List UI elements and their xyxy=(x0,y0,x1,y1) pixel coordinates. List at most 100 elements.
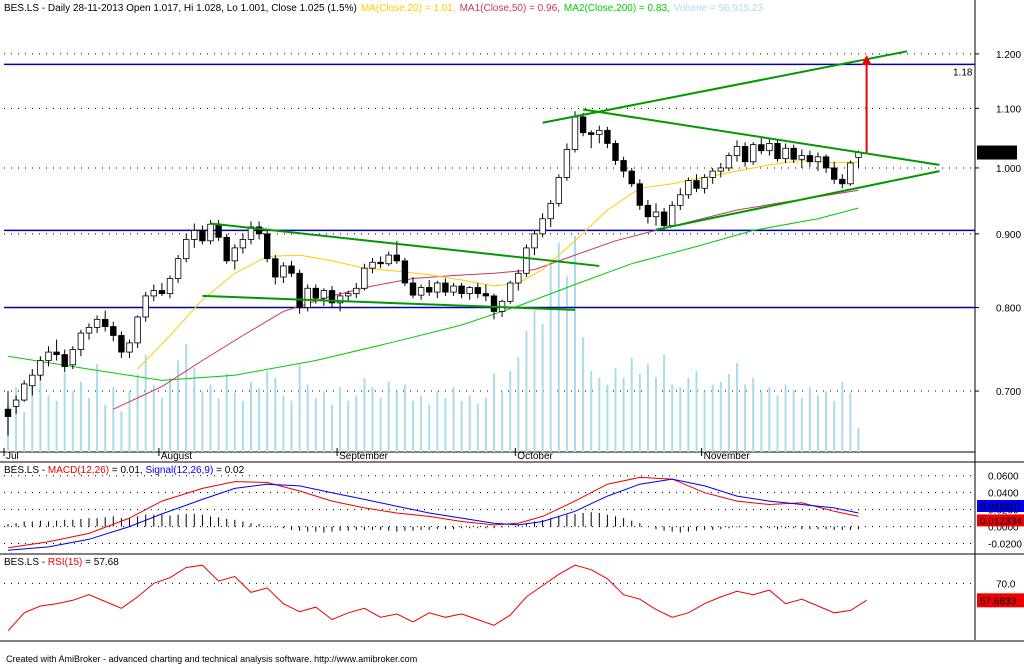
macd-pane-title: BES.LS - MACD(12,26) = 0.01, Signal(12,2… xyxy=(4,465,245,476)
candlestick xyxy=(158,282,166,296)
candlestick xyxy=(93,315,101,334)
candle-body xyxy=(839,178,846,185)
candlestick xyxy=(839,174,846,189)
price-tick-label: 0.700 xyxy=(996,387,1021,398)
candle-body xyxy=(409,282,417,296)
candle-body xyxy=(288,265,295,274)
candlestick xyxy=(442,278,449,296)
candle-body xyxy=(515,272,522,284)
candlestick xyxy=(466,286,473,300)
candle-body xyxy=(12,399,20,407)
candlestick xyxy=(199,225,206,245)
candlestick xyxy=(239,233,247,254)
candlestick xyxy=(255,221,263,240)
candlestick xyxy=(741,142,749,167)
candle-body xyxy=(685,180,692,196)
candle-body xyxy=(110,326,117,336)
candlestick xyxy=(766,138,773,156)
candlestick xyxy=(45,346,52,367)
candle-body xyxy=(85,326,93,334)
candlestick xyxy=(506,280,514,304)
candle-body xyxy=(102,318,109,327)
last-close-box xyxy=(977,145,1017,160)
candle-body xyxy=(774,143,781,160)
candle-body xyxy=(782,147,789,160)
candle-body xyxy=(158,290,166,295)
candlestick xyxy=(142,292,149,322)
candlestick xyxy=(361,263,368,291)
candlestick xyxy=(77,329,85,357)
candle-body xyxy=(312,287,319,299)
macd-title-part: = 0.02 xyxy=(213,465,244,476)
header-ma1-label: MA1(Close,50) = 0.96, xyxy=(460,3,560,14)
candle-body xyxy=(61,354,68,367)
candlestick xyxy=(12,395,20,414)
candlestick xyxy=(450,282,457,296)
candlestick xyxy=(579,112,587,137)
candlestick xyxy=(515,269,522,291)
candlestick xyxy=(523,244,530,278)
macd-title-part: BES.LS - xyxy=(4,465,48,476)
signal-value-label: 0.016107 xyxy=(980,502,1022,513)
candlestick xyxy=(588,130,595,149)
candle-body xyxy=(263,233,271,260)
candlestick xyxy=(474,282,481,299)
candle-body xyxy=(596,129,603,135)
candlestick xyxy=(693,174,700,193)
candlestick xyxy=(247,221,255,245)
candlestick xyxy=(806,150,814,167)
macd-series-line xyxy=(7,476,859,549)
level-label: 1.18 xyxy=(953,67,973,78)
signal-value-box xyxy=(977,500,1024,513)
price-tick-label: 0.900 xyxy=(996,230,1021,241)
candlestick xyxy=(272,255,279,285)
candle-body xyxy=(150,290,157,297)
candlestick xyxy=(263,230,271,263)
candle-body xyxy=(725,155,733,169)
candlestick xyxy=(847,160,854,186)
candle-body xyxy=(474,287,481,295)
candlestick xyxy=(353,282,360,299)
candle-body xyxy=(344,293,352,297)
candlestick xyxy=(612,140,619,165)
candlestick xyxy=(814,152,822,172)
candlestick xyxy=(458,282,465,299)
footer-credit: Created with AmiBroker - advanced charti… xyxy=(6,654,418,664)
candlestick xyxy=(685,177,692,199)
candlestick xyxy=(102,310,109,332)
candlestick xyxy=(288,260,295,278)
trendline xyxy=(655,170,940,231)
price-tick-label: 0.800 xyxy=(996,304,1021,315)
candlestick xyxy=(174,255,182,283)
candle-body xyxy=(118,335,125,353)
price-tick-label: 1.000 xyxy=(996,164,1021,175)
candlestick xyxy=(182,233,190,263)
candlestick xyxy=(344,290,352,302)
candle-body xyxy=(588,132,595,135)
candlestick xyxy=(20,380,28,402)
candlestick xyxy=(604,126,611,149)
candlestick xyxy=(29,369,36,396)
macd-title-part: = 0.01, xyxy=(109,465,145,476)
candle-body xyxy=(571,116,579,150)
macd-tick-label: 0.0000 xyxy=(988,523,1019,534)
candlestick xyxy=(320,288,328,306)
candle-body xyxy=(296,272,303,308)
candlestick xyxy=(69,346,76,370)
candle-body xyxy=(822,156,830,169)
candle-body xyxy=(547,202,554,220)
macd-title-part: MACD(12,26) xyxy=(48,465,109,476)
candlestick xyxy=(677,188,684,210)
header-ma2-label: MA2(Close,200) = 0.83, xyxy=(564,3,670,14)
candle-body xyxy=(134,316,141,344)
candle-body xyxy=(466,287,473,295)
ma50-line xyxy=(113,189,859,410)
candlestick xyxy=(191,223,198,248)
candle-body xyxy=(231,247,238,262)
candlestick xyxy=(4,391,12,436)
candle-body xyxy=(677,194,684,206)
candlestick xyxy=(709,167,716,184)
candlestick xyxy=(596,125,603,144)
trendline xyxy=(542,50,908,124)
